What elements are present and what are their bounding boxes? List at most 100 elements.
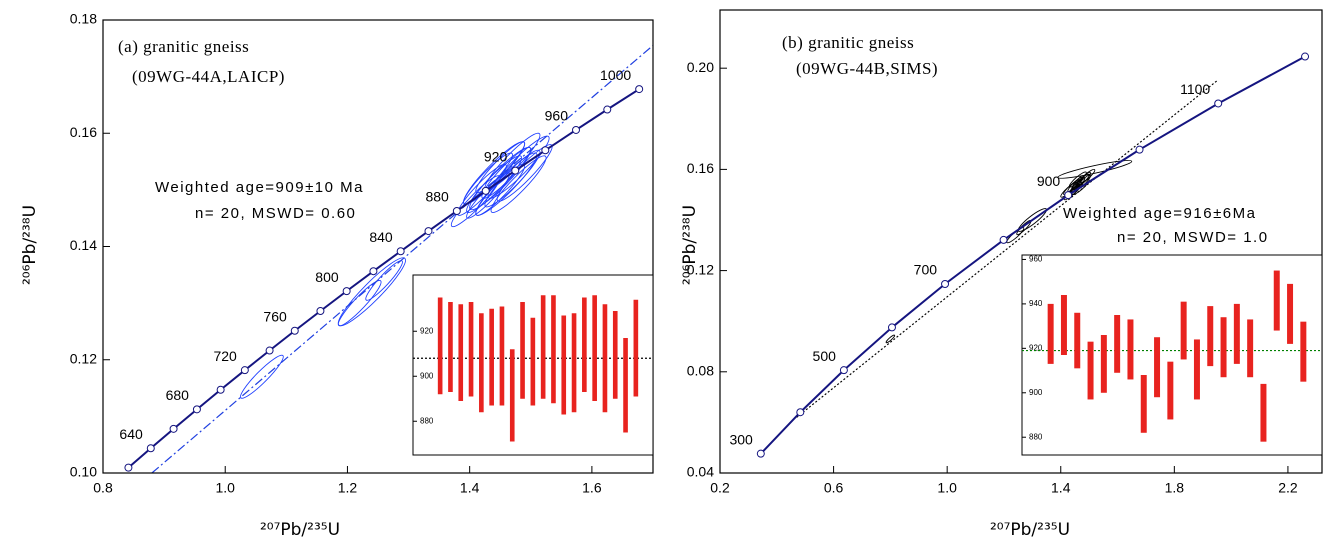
age-marker <box>342 287 351 296</box>
x-tick-label: 1.6 <box>582 480 602 496</box>
age-label: 720 <box>213 348 237 364</box>
age-marker <box>511 166 520 175</box>
concordia-curve <box>760 55 1306 455</box>
y-tick-label: 0.12 <box>687 261 714 277</box>
error-ellipse <box>487 135 550 199</box>
age-bar <box>1273 270 1280 331</box>
inset-tick-label: 880 <box>1029 432 1043 441</box>
age-marker <box>396 247 405 256</box>
inset-tick-label: 900 <box>1029 388 1043 397</box>
y-tick-label: 0.12 <box>70 350 97 366</box>
age-label: 700 <box>914 262 938 278</box>
error-ellipse <box>337 280 382 327</box>
age-bar <box>582 297 587 392</box>
age-bar <box>1300 321 1307 382</box>
error-ellipse <box>1063 184 1081 201</box>
annotation: Weighted age=909±10 Ma <box>155 179 364 196</box>
age-label: 680 <box>166 387 190 403</box>
y-tick-label: 0.08 <box>687 363 714 379</box>
age-label: 1100 <box>1180 81 1210 97</box>
error-ellipse <box>365 260 403 301</box>
age-bar <box>509 349 515 442</box>
error-ellipse <box>240 354 284 399</box>
age-marker <box>316 306 325 315</box>
reference-line <box>796 80 1218 418</box>
age-marker <box>572 125 580 134</box>
age-bar <box>1127 319 1134 380</box>
age-marker <box>192 405 201 414</box>
age-bar <box>571 313 577 413</box>
age-marker <box>240 366 249 375</box>
x-tick-label: 1.2 <box>338 480 358 496</box>
age-bar <box>489 308 494 406</box>
age-marker <box>1135 145 1144 154</box>
age-marker <box>1064 191 1073 200</box>
y-tick-label: 0.20 <box>687 59 714 75</box>
age-bar <box>561 315 567 415</box>
age-label: 840 <box>369 229 393 245</box>
y-tick-label: 0.18 <box>70 11 97 27</box>
reference-line <box>151 45 653 473</box>
inset-tick-label: 920 <box>420 326 434 335</box>
y-tick-label: 0.04 <box>687 464 714 480</box>
error-ellipse <box>1068 171 1087 188</box>
plot-area <box>756 52 1310 458</box>
annotation: n= 20, MSWD= 1.0 <box>1117 229 1269 246</box>
age-marker <box>603 105 612 114</box>
age-label: 800 <box>315 269 339 285</box>
inset-tick-label: 880 <box>420 416 434 425</box>
x-tick-label: 1.4 <box>460 480 480 496</box>
age-label: 760 <box>263 308 287 324</box>
x-tick-label: 0.2 <box>710 480 730 496</box>
age-bar <box>1114 315 1121 373</box>
age-marker <box>941 280 950 289</box>
error-ellipse <box>1057 160 1133 179</box>
age-bar <box>1220 317 1227 378</box>
age-marker <box>999 235 1008 244</box>
age-bar <box>458 304 464 401</box>
panel-title: (b) granitic gneiss <box>782 33 914 52</box>
age-marker <box>796 408 805 417</box>
age-marker <box>265 346 274 355</box>
age-bar <box>448 302 453 392</box>
panel-title: (a) granitic gneiss <box>118 37 249 56</box>
age-marker <box>481 186 490 195</box>
age-bar <box>1247 319 1254 378</box>
age-marker <box>124 463 133 472</box>
concordia-curve <box>127 88 640 469</box>
x-tick-label: 0.6 <box>824 480 844 496</box>
age-bar <box>1193 339 1200 400</box>
age-marker <box>369 267 378 276</box>
age-marker <box>452 206 461 215</box>
age-bar <box>623 338 628 433</box>
x-tick-label: 2.2 <box>1278 480 1298 496</box>
x-axis-label: ²⁰⁷Pb/²³⁵U <box>260 520 340 540</box>
panel-subtitle: (09WG-44A,LAICP) <box>132 67 285 86</box>
inset-tick-label: 960 <box>1029 255 1043 264</box>
age-label: 300 <box>729 431 753 447</box>
y-tick-label: 0.10 <box>70 464 97 480</box>
age-bar <box>520 302 525 399</box>
age-bar <box>1167 361 1174 420</box>
age-marker <box>424 227 433 236</box>
inset-tick-label: 900 <box>420 371 434 380</box>
age-label: 880 <box>425 189 449 205</box>
age-bar <box>1180 301 1187 360</box>
age-bar <box>1154 337 1161 398</box>
inset-frame <box>1021 254 1323 456</box>
age-bar <box>530 317 536 406</box>
x-tick-label: 1.4 <box>1051 480 1071 496</box>
age-bar <box>1260 383 1267 442</box>
x-tick-label: 1.8 <box>1165 480 1185 496</box>
inset-tick-label: 920 <box>1029 343 1043 352</box>
age-marker <box>756 449 765 458</box>
age-bar <box>468 302 474 397</box>
annotation: Weighted age=916±6Ma <box>1063 205 1257 222</box>
y-tick-label: 0.16 <box>687 160 714 176</box>
age-marker <box>635 85 644 94</box>
y-tick-label: 0.14 <box>70 237 97 253</box>
x-axis-label: ²⁰⁷Pb/²³⁵U <box>990 520 1070 540</box>
age-bar <box>1087 341 1094 400</box>
y-tick-label: 0.16 <box>70 124 97 140</box>
